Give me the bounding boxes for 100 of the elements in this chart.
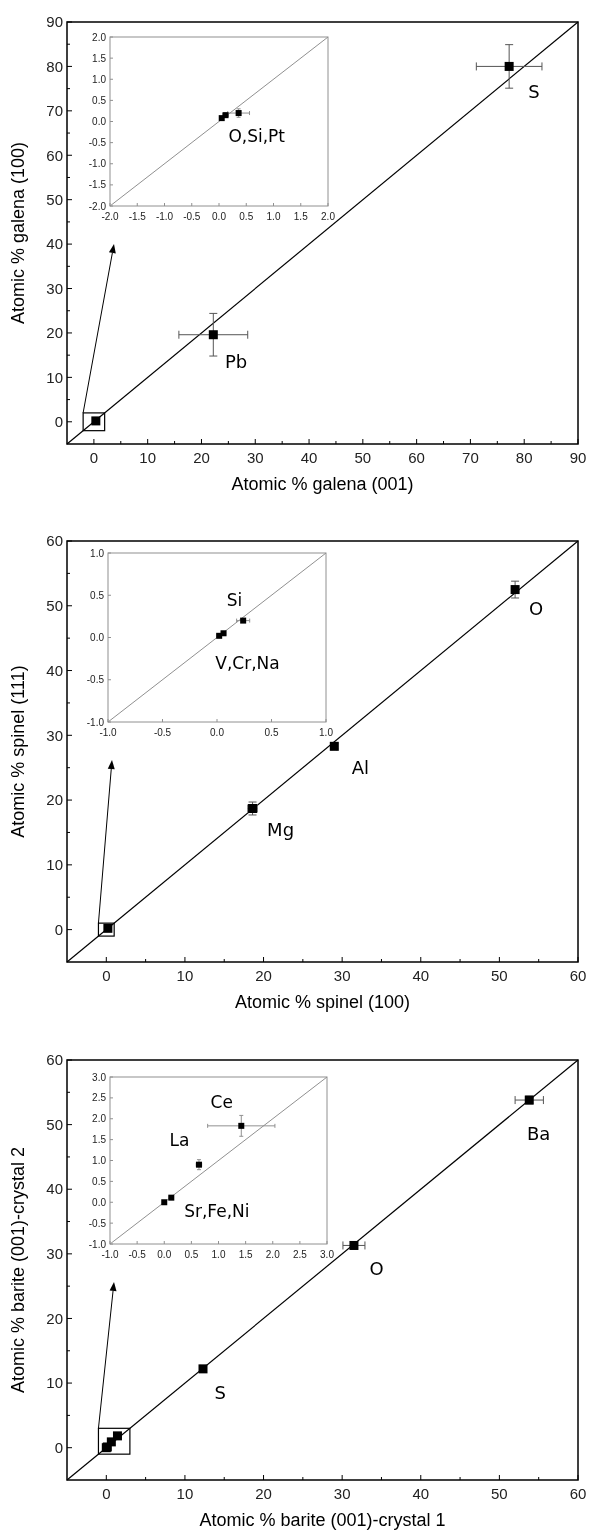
y-tick-label: 60 <box>46 532 63 550</box>
x-tick-label: 60 <box>408 449 425 466</box>
x-tick-label: 50 <box>491 1485 508 1502</box>
annotation: S <box>214 1381 227 1403</box>
x-tick-label: 80 <box>515 449 533 466</box>
y-tick-label: 40 <box>46 661 63 679</box>
y-tick-label: 1.0 <box>92 73 107 85</box>
y-tick-label: -1.0 <box>88 158 107 170</box>
y-tick-label: 0 <box>54 920 63 938</box>
annotation: Si <box>226 590 243 611</box>
y-tick-label: 3.0 <box>92 1071 107 1083</box>
annotation: Ba <box>526 1122 551 1144</box>
y-tick-label: 0.5 <box>92 94 107 106</box>
y-tick-label: 90 <box>46 13 63 31</box>
x-tick-label: 0.0 <box>212 211 227 222</box>
annotation: Al <box>351 756 369 778</box>
x-tick-label: 2.0 <box>265 1249 281 1260</box>
x-tick-label: -1.0 <box>101 1249 120 1260</box>
annotation: Mg <box>267 819 295 841</box>
x-tick-label: 60 <box>569 1485 587 1502</box>
y-tick-label: 0.5 <box>92 1175 107 1187</box>
annotation: Sr,Fe,Ni <box>184 1201 250 1222</box>
x-tick-label: 70 <box>462 449 479 466</box>
y-tick-label: 2.5 <box>92 1092 107 1104</box>
x-tick-label: 20 <box>193 449 210 466</box>
x-tick-label: -1.0 <box>99 727 118 738</box>
x-tick-label: 0.0 <box>157 1249 172 1260</box>
annotation: S <box>528 81 540 103</box>
y-tick-label: 1.5 <box>92 52 107 64</box>
x-tick-label: 40 <box>412 967 430 984</box>
annotation: O <box>369 1258 384 1280</box>
y-tick-label: -0.5 <box>88 137 107 149</box>
annotation: V,Cr,Na <box>215 652 280 673</box>
y-tick-label: 20 <box>46 791 63 809</box>
x-tick-label: -1.0 <box>155 211 174 222</box>
x-tick-label: 50 <box>354 449 372 466</box>
x-tick-label: 90 <box>569 449 587 466</box>
x-tick-label: 50 <box>491 967 508 984</box>
y-tick-label: 0 <box>54 1438 63 1456</box>
x-tick-label: 10 <box>176 967 194 984</box>
y-tick-label: 40 <box>46 1180 63 1198</box>
annotation: O <box>529 597 544 619</box>
y-tick-label: -0.5 <box>88 1217 107 1229</box>
x-tick-label: 30 <box>246 449 264 466</box>
y-tick-label: 0.0 <box>92 116 107 127</box>
y-tick-label: 30 <box>46 279 63 297</box>
x-tick-label: 1.5 <box>238 1249 254 1260</box>
y-tick-label: -1.5 <box>88 179 107 191</box>
y-tick-label: 70 <box>46 102 63 120</box>
x-tick-label: 30 <box>333 1485 351 1502</box>
x-tick-label: 20 <box>255 1485 272 1502</box>
annotation: O,Si,Pt <box>228 126 286 147</box>
x-tick-label: 2.0 <box>321 211 336 222</box>
y-tick-label: 2.0 <box>92 1113 107 1125</box>
x-tick-label: 0.5 <box>184 1249 199 1260</box>
x-tick-label: 40 <box>412 1485 430 1502</box>
x-tick-label: -2.0 <box>101 211 120 222</box>
y-tick-label: 0.0 <box>90 632 105 643</box>
y-tick-label: -2.0 <box>88 200 107 212</box>
y-tick-label: 40 <box>46 235 63 253</box>
x-tick-label: 0.5 <box>264 727 279 738</box>
x-tick-label: -1.5 <box>128 211 147 222</box>
x-tick-label: 10 <box>139 449 157 466</box>
y-tick-label: 10 <box>46 856 63 874</box>
x-tick-label: 0.0 <box>210 727 225 738</box>
y-tick-label: 50 <box>46 1115 63 1133</box>
y-tick-label: 1.5 <box>92 1134 107 1146</box>
x-tick-label: 1.0 <box>319 727 334 738</box>
y-tick-label: -1.0 <box>86 716 105 728</box>
y-tick-label: 50 <box>46 597 63 615</box>
x-tick-label: 0.5 <box>239 211 254 222</box>
y-tick-label: -1.0 <box>88 1238 107 1250</box>
x-tick-label: 1.5 <box>293 211 309 222</box>
x-axis-title: Atomic % barite (001)-crystal 1 <box>199 1510 446 1530</box>
x-tick-label: 2.5 <box>292 1249 308 1260</box>
y-tick-label: 60 <box>46 1051 63 1069</box>
y-tick-label: 10 <box>46 368 63 386</box>
annotation: La <box>169 1129 190 1150</box>
x-axis-title: Atomic % galena (001) <box>231 474 414 494</box>
x-tick-label: 60 <box>569 967 587 984</box>
y-axis-title: Atomic % barite (001)-crystal 2 <box>8 1146 28 1394</box>
annotation: Ce <box>210 1092 233 1112</box>
y-axis-title: Atomic % galena (100) <box>8 141 28 325</box>
y-tick-label: 20 <box>46 1309 63 1327</box>
y-tick-label: 60 <box>46 146 63 164</box>
y-tick-label: -0.5 <box>86 674 105 686</box>
y-tick-label: 20 <box>46 324 63 342</box>
y-tick-label: 80 <box>46 57 63 75</box>
x-tick-label: 40 <box>300 449 318 466</box>
x-tick-label: 3.0 <box>320 1249 335 1260</box>
y-tick-label: 1.0 <box>90 547 105 559</box>
x-axis-title: Atomic % spinel (100) <box>234 992 411 1012</box>
y-tick-label: 1.0 <box>92 1155 107 1166</box>
y-tick-label: 10 <box>46 1374 63 1392</box>
y-tick-label: 0.0 <box>92 1196 107 1208</box>
x-tick-label: 1.0 <box>211 1249 226 1260</box>
x-tick-label: 30 <box>333 967 351 984</box>
x-tick-label: 20 <box>255 967 272 984</box>
y-tick-label: 50 <box>46 190 63 208</box>
y-tick-label: 0.5 <box>90 589 105 601</box>
